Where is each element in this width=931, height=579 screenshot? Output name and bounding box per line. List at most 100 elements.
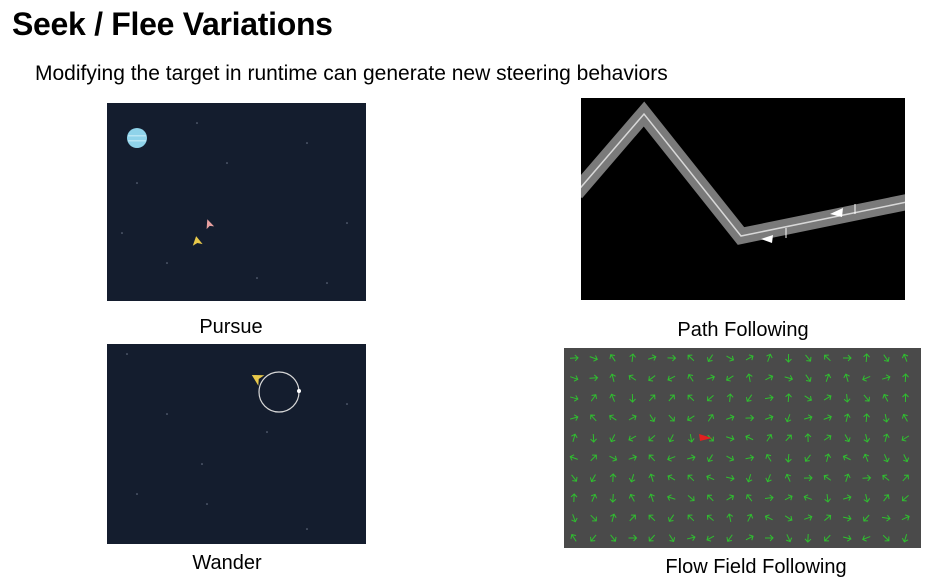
flow-arrow-icon: [648, 534, 656, 542]
flow-arrow-icon: [746, 494, 753, 502]
flow-arrow-icon: [589, 374, 599, 382]
flow-arrow-icon: [785, 393, 792, 403]
flow-arrow-icon: [648, 434, 656, 442]
flow-arrow-icon: [687, 394, 695, 402]
flow-arrow-icon: [628, 493, 635, 502]
flow-arrow-icon: [649, 414, 656, 423]
flow-arrow-icon: [901, 534, 909, 543]
flow-arrow-icon: [863, 493, 871, 503]
flow-arrow-icon: [706, 374, 715, 381]
flow-arrow-icon: [668, 394, 675, 402]
flow-arrow-icon: [803, 474, 813, 482]
flow-arrow-icon: [726, 414, 735, 421]
flow-arrow-icon: [745, 394, 753, 402]
planet-icon: [127, 128, 147, 148]
flow-arrow-icon: [786, 534, 793, 543]
flow-arrow-icon: [725, 475, 735, 482]
flow-arrow-icon: [570, 493, 578, 503]
pursue-scene: [121, 122, 348, 284]
flow-arrow-icon: [882, 534, 890, 542]
flow-arrow-icon: [570, 534, 577, 542]
wander-scene: [126, 353, 348, 530]
flow-arrow-icon: [667, 354, 677, 362]
flow-arrow-icon: [706, 394, 714, 402]
flow-arrow-icon: [628, 534, 638, 542]
ship-icon: [251, 375, 265, 386]
flow-arrow-icon: [687, 514, 695, 522]
flow-arrow-icon: [571, 474, 578, 482]
flow-arrow-icon: [745, 534, 754, 541]
flow-arrow-icon: [571, 514, 578, 523]
wander-caption: Wander: [192, 552, 262, 574]
flow-arrow-icon: [687, 374, 694, 382]
flow-arrow-icon: [687, 415, 695, 422]
flow-arrow-icon: [882, 413, 890, 423]
flow-arrow-icon: [706, 454, 713, 463]
flow-arrow-icon: [571, 433, 578, 442]
flow-arrow-icon: [609, 414, 617, 421]
flow-arrow-icon: [765, 414, 774, 421]
flow-arrow-icon: [747, 513, 754, 522]
pursue-panel: [107, 103, 366, 301]
flow-arrow-icon: [882, 474, 890, 481]
flow-arrow-icon: [590, 534, 597, 542]
flow-arrow-icon: [610, 534, 617, 542]
flow-arrow-icon: [824, 534, 831, 542]
flow-arrow-icon: [784, 473, 791, 482]
flow-arrow-icon: [843, 535, 852, 542]
ship-icon: [206, 219, 215, 230]
flow-arrow-icon: [804, 514, 813, 521]
flow-arrow-icon: [823, 474, 832, 481]
flow-arrow-icon: [764, 514, 773, 521]
flow-arrow-icon: [824, 514, 832, 521]
stars: [121, 122, 348, 284]
flow-arrow-icon: [804, 414, 813, 421]
flow-arrow-icon: [726, 534, 733, 542]
arrow-agent-icon: [761, 235, 773, 243]
flow-arrow-icon: [706, 514, 714, 521]
flow-arrow-icon: [590, 433, 597, 443]
path-following-caption: Path Following: [677, 319, 809, 341]
flow-arrow-icon: [706, 474, 715, 481]
flow-arrow-icon: [726, 375, 734, 382]
flow-arrow-icon: [629, 353, 636, 363]
flow-arrow-icon: [764, 394, 774, 402]
flow-arrow-icon: [628, 374, 637, 381]
flow-arrow-icon: [785, 434, 792, 442]
flow-arrow-icon: [901, 353, 909, 362]
flow-arrow-icon: [784, 515, 793, 522]
flow-arrow-icon: [648, 375, 656, 382]
flow-arrow-icon: [687, 495, 695, 502]
flow-arrow-icon: [823, 434, 832, 441]
flow-arrow-icon: [745, 474, 753, 483]
flow-arrow-icon: [863, 394, 870, 402]
flow-arrow-icon: [648, 473, 655, 482]
wander-circle-icon: [258, 371, 300, 413]
flow-arrow-icon: [648, 454, 656, 462]
flow-arrow-icon: [882, 393, 889, 402]
flow-arrow-icon: [882, 374, 891, 381]
flow-arrow-icon: [862, 375, 871, 382]
flow-arrow-icon: [804, 533, 812, 543]
flow-arrow-icon: [804, 454, 811, 462]
flow-arrow-icon: [609, 373, 616, 382]
flow-arrow-icon: [590, 414, 597, 422]
flow-arrow-icon: [706, 535, 715, 542]
flow-arrow-icon: [686, 534, 696, 541]
flow-arrow-icon: [668, 414, 675, 422]
flow-arrow-icon: [824, 354, 831, 362]
flow-arrow-icon: [648, 493, 655, 502]
flow-arrow-icon: [804, 433, 812, 443]
flow-arrow-icon: [609, 354, 616, 362]
flow-arrow-icon: [765, 374, 774, 381]
flow-arrow-icon: [628, 454, 637, 461]
flow-arrow-icon: [863, 433, 871, 443]
flow-arrow-icon: [610, 513, 617, 522]
flow-arrow-icon: [804, 395, 812, 402]
flow-arrow-icon: [842, 354, 852, 362]
flow-field-panel: [564, 348, 921, 548]
flow-arrow-icon: [863, 514, 870, 522]
flow-arrow-icon: [648, 354, 657, 361]
flow-arrow-icon: [569, 454, 578, 461]
flow-arrow-icon: [903, 454, 910, 463]
